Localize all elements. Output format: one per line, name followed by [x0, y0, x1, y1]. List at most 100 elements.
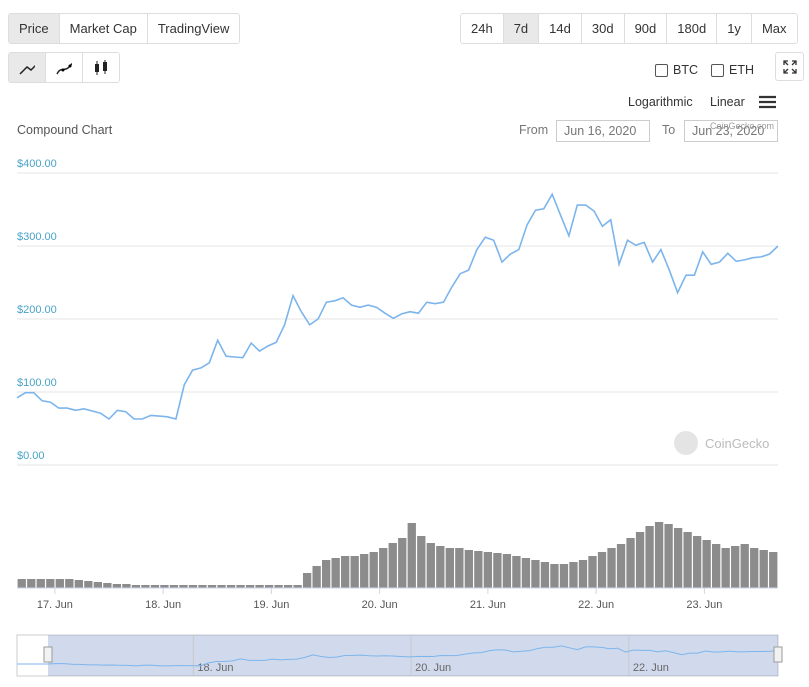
range-button[interactable]: 24h [461, 14, 503, 43]
volume-bar [712, 544, 721, 588]
line-style-button[interactable] [9, 53, 45, 82]
expand-button[interactable] [775, 52, 804, 81]
volume-bar [217, 585, 226, 588]
range-button[interactable]: 7d [502, 14, 539, 43]
volume-bar [360, 554, 369, 588]
volume-bar [55, 579, 64, 588]
x-tick-label: 22. Jun [578, 599, 614, 611]
from-label: From [519, 123, 549, 137]
range-button[interactable]: Max [750, 14, 797, 43]
navigator-tick-label: 18. Jun [197, 662, 233, 674]
eth-label: ETH [729, 63, 754, 77]
watermark-small: CoinGecko.com [710, 121, 775, 131]
navigator-frame [16, 634, 779, 677]
range-button[interactable]: 1y [716, 14, 751, 43]
range-button[interactable]: 90d [623, 14, 667, 43]
volume-bar [84, 581, 93, 588]
volume-bar [683, 532, 692, 588]
volume-bar [550, 564, 559, 588]
watermark: CoinGecko [705, 436, 769, 451]
chart: $0.00 $100.00 $200.00 $300.00 $400.00 CoinGec… [16, 158, 783, 677]
volume-bar [750, 548, 759, 588]
volume-bar [483, 552, 493, 588]
menu-icon[interactable] [759, 95, 777, 109]
volume-bar [692, 536, 702, 588]
range-button[interactable]: 30d [580, 14, 624, 43]
watermark-logo [674, 431, 698, 455]
volume-bar [407, 523, 416, 588]
volume-bar [131, 585, 141, 588]
volume-bar [122, 584, 131, 588]
volume-bar [464, 550, 473, 588]
volume-bar [179, 585, 188, 588]
volume-bar [36, 579, 45, 588]
volume-bar [597, 552, 607, 588]
volume-bar [645, 526, 654, 588]
x-tick-label: 18. Jun [145, 599, 181, 611]
volume-bar [255, 585, 264, 588]
log-scale-option[interactable]: Logarithmic [628, 95, 693, 109]
tab-button[interactable]: Market Cap [58, 14, 147, 43]
volume-bar [93, 582, 103, 588]
volume-bar [540, 562, 550, 588]
volume-bar [521, 558, 531, 588]
volume-bar [74, 580, 83, 588]
tab-button[interactable]: Price [9, 14, 59, 43]
candle-style-button[interactable] [82, 53, 119, 82]
navigator-tick-label: 20. Jun [415, 662, 451, 674]
price-line [16, 192, 779, 421]
volume-bar [302, 573, 312, 588]
x-tick-label: 21. Jun [470, 599, 506, 611]
volume-bar [245, 585, 255, 588]
volume-bar [759, 550, 768, 588]
volume-bar [531, 560, 540, 588]
to-date-input[interactable]: Jun 23, 2020 [684, 120, 778, 142]
range-button[interactable]: 180d [666, 14, 717, 43]
navigator-handle[interactable] [773, 646, 783, 663]
volume-bar [569, 562, 578, 588]
range-button[interactable]: 14d [538, 14, 581, 43]
volume-bar [293, 585, 302, 588]
volume-bar [398, 538, 407, 588]
tab-button[interactable]: TradingView [146, 14, 240, 43]
volume-bar [721, 548, 730, 588]
volume-bar [626, 538, 635, 588]
volume-bar [236, 585, 245, 588]
navigator-line [17, 645, 779, 667]
y-tick-label: $400.00 [17, 158, 57, 170]
volume-bar [445, 548, 454, 588]
volume-bar [169, 585, 179, 588]
navigator-tick-label: 22. Jun [633, 662, 669, 674]
volume-bar [731, 546, 740, 588]
volume-bar [436, 546, 445, 588]
volume-bar [341, 556, 350, 588]
volume-bar [188, 585, 198, 588]
volume-bar [474, 551, 483, 588]
volume-bar [226, 585, 236, 588]
volume-bar [17, 579, 26, 588]
volume-bar [740, 544, 749, 588]
volume-bar [702, 540, 711, 588]
volume-bar [673, 528, 683, 588]
volume-bar [588, 556, 597, 588]
eth-checkbox[interactable]: ETH [711, 63, 754, 77]
y-tick-label: $200.00 [17, 304, 57, 316]
navigator-handle[interactable] [43, 646, 53, 663]
volume-bar [150, 585, 160, 588]
to-label: To [662, 123, 676, 137]
volume-bar [160, 585, 169, 588]
volume-bar [769, 552, 778, 588]
btc-checkbox[interactable]: BTC [655, 63, 698, 77]
volume-bar [65, 579, 74, 588]
smooth-style-button[interactable] [45, 53, 82, 82]
volume-bar [417, 536, 426, 588]
chart-style-group [8, 52, 120, 83]
volume-bar [455, 548, 464, 588]
volume-bar [559, 564, 569, 588]
volume-bar [264, 585, 274, 588]
volume-bar [350, 556, 359, 588]
linear-scale-option[interactable]: Linear [710, 95, 745, 109]
tab-group: Price Market Cap TradingView [8, 13, 241, 44]
from-date-input[interactable]: Jun 16, 2020 [556, 120, 650, 142]
